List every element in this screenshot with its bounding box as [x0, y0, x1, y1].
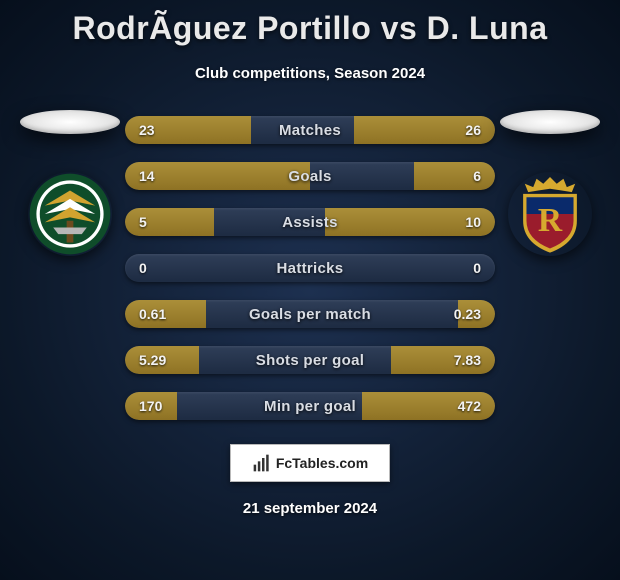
vs-text: vs: [381, 10, 418, 46]
stat-label: Shots per goal: [125, 352, 495, 369]
stat-row: 2326Matches: [125, 116, 495, 144]
stat-bars: 2326Matches 146Goals 510Assists 00Hattricks…: [125, 110, 495, 420]
left-disc: [20, 110, 120, 134]
subtitle: Club competitions, Season 2024: [0, 65, 620, 82]
rsl-crest-icon: R: [508, 172, 592, 256]
date-text: 21 september 2024: [243, 500, 377, 517]
footer: FcTables.com 21 september 2024: [0, 444, 620, 517]
brand-box[interactable]: FcTables.com: [230, 444, 390, 482]
right-team-crest: R: [508, 172, 592, 256]
timbers-crest-icon: [28, 172, 112, 256]
page-title: RodrÃ­guez Portillo vs D. Luna: [0, 0, 620, 47]
left-team-crest: [28, 172, 112, 256]
stat-row: 170472Min per goal: [125, 392, 495, 420]
comparison-arena: 2326Matches 146Goals 510Assists 00Hattricks…: [0, 110, 620, 420]
svg-text:R: R: [538, 202, 563, 239]
player-left-name: RodrÃ­guez Portillo: [73, 10, 372, 46]
bars-chart-icon: [252, 453, 272, 473]
stat-row: 00Hattricks: [125, 254, 495, 282]
brand-text: FcTables.com: [276, 455, 368, 471]
stat-label: Assists: [125, 214, 495, 231]
right-disc: [500, 110, 600, 134]
right-side: R: [495, 110, 605, 256]
stat-row: 146Goals: [125, 162, 495, 190]
stat-row: 0.610.23Goals per match: [125, 300, 495, 328]
player-right-name: D. Luna: [427, 10, 548, 46]
stat-label: Goals per match: [125, 306, 495, 323]
stat-label: Hattricks: [125, 260, 495, 277]
stat-row: 510Assists: [125, 208, 495, 236]
stat-label: Goals: [125, 168, 495, 185]
stat-row: 5.297.83Shots per goal: [125, 346, 495, 374]
left-side: [15, 110, 125, 256]
stat-label: Matches: [125, 122, 495, 139]
stat-label: Min per goal: [125, 398, 495, 415]
